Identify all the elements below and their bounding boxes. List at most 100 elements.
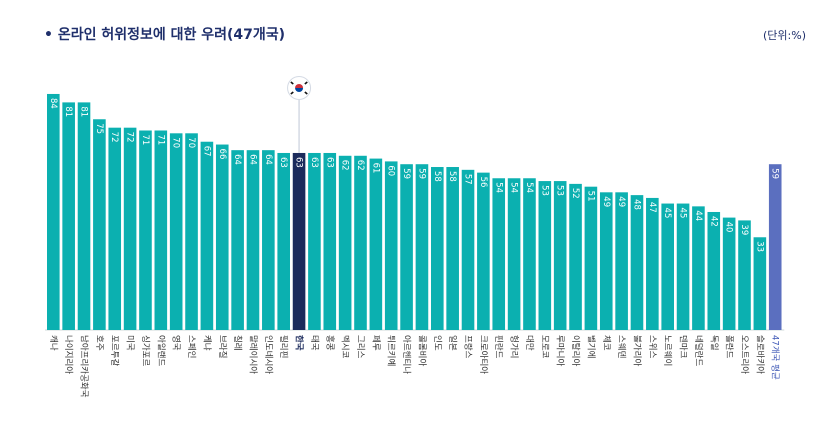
bar <box>553 181 567 330</box>
category-label: 루마니아 <box>555 335 566 366</box>
bar <box>323 152 337 330</box>
flag-trigram <box>304 81 308 85</box>
category-label: 호주 <box>94 335 104 351</box>
bar <box>692 206 705 330</box>
category-label: 미국 <box>125 335 135 351</box>
category-label: 독일 <box>708 335 718 351</box>
category-label: 콜롬비아 <box>416 335 427 366</box>
value-label: 81 <box>63 106 73 117</box>
value-label: 61 <box>370 163 380 174</box>
value-label: 71 <box>140 134 150 145</box>
bar <box>599 192 613 330</box>
category-label: 크로아티아 <box>478 335 489 374</box>
bar <box>492 178 506 330</box>
value-label: 33 <box>754 241 764 252</box>
value-label: 58 <box>447 171 457 182</box>
bar <box>262 150 275 330</box>
category-label: 프랑스 <box>463 335 474 359</box>
category-label: 아르헨티나 <box>401 335 412 374</box>
value-label: 44 <box>693 210 703 221</box>
value-label: 39 <box>739 224 749 235</box>
category-label: 캐나 <box>48 335 58 351</box>
value-label: 45 <box>662 208 672 219</box>
category-label: 일본 <box>447 335 457 351</box>
bar <box>384 161 398 330</box>
bar <box>584 186 598 330</box>
bar <box>646 197 659 330</box>
category-label: 튀르키예 <box>386 335 397 366</box>
bar <box>446 167 459 330</box>
value-label: 84 <box>48 98 58 109</box>
unit-label: (단위:%) <box>763 29 806 42</box>
bar <box>538 181 552 330</box>
value-label: 63 <box>309 157 319 168</box>
value-label: 71 <box>155 134 165 145</box>
category-label: 벨기에 <box>585 335 596 358</box>
bar <box>477 172 490 330</box>
value-label: 72 <box>109 132 119 143</box>
value-label: 70 <box>186 137 196 148</box>
value-label: 62 <box>355 160 365 171</box>
flag-taegeuk-blue <box>295 88 304 92</box>
bar <box>768 164 782 330</box>
category-label: 슬로바키아 <box>754 335 765 374</box>
category-label: 홍콩 <box>324 335 335 351</box>
category-label: 남아프리카공화국 <box>79 335 90 398</box>
value-label: 54 <box>524 182 534 193</box>
category-label: 핀란드 <box>493 335 504 359</box>
value-label: 59 <box>401 168 411 179</box>
category-label: 칠레 <box>232 335 242 351</box>
value-label: 62 <box>340 160 350 171</box>
bar <box>738 220 751 330</box>
bar <box>62 102 75 330</box>
bar <box>169 133 183 330</box>
value-label: 63 <box>294 157 304 168</box>
bar <box>369 158 383 330</box>
flag-trigram <box>290 81 294 85</box>
bar <box>354 155 367 330</box>
value-label: 63 <box>324 157 334 168</box>
bar <box>722 217 736 330</box>
bar <box>615 192 628 330</box>
bar <box>431 167 444 330</box>
value-label: 42 <box>708 216 718 227</box>
bar <box>676 203 690 330</box>
bar <box>507 178 521 330</box>
value-label: 59 <box>416 168 426 179</box>
category-label: 케냐 <box>201 335 212 351</box>
category-label: 폴란드 <box>724 335 735 359</box>
category-label: 대만 <box>524 335 534 351</box>
bar <box>139 130 152 330</box>
bar <box>277 152 290 330</box>
category-label: 인도네시아 <box>263 335 274 374</box>
value-label: 52 <box>570 188 580 199</box>
bar <box>338 155 352 330</box>
value-label: 67 <box>201 146 211 157</box>
value-label: 53 <box>539 185 549 196</box>
value-label: 49 <box>601 196 611 207</box>
category-label: 말레이시아 <box>247 335 258 374</box>
category-label: 페루 <box>370 335 381 351</box>
value-label: 47 <box>647 202 657 213</box>
value-label: 64 <box>232 154 242 165</box>
category-label: 헝가리 <box>509 335 519 358</box>
value-label: 60 <box>386 165 396 176</box>
bar <box>215 144 229 330</box>
bar <box>231 150 244 330</box>
bar <box>246 150 260 330</box>
value-label: 59 <box>770 168 780 179</box>
category-label: 47개국 평균 <box>770 335 781 380</box>
value-label: 57 <box>463 174 473 185</box>
chart-title: • 온라인 허위정보에 대한 우려(47개국) <box>44 27 286 43</box>
value-label: 64 <box>247 154 257 165</box>
category-label: 체코 <box>601 335 612 351</box>
category-label: 그리스 <box>355 335 365 359</box>
value-label: 49 <box>616 196 626 207</box>
category-label: 불가리아 <box>631 335 642 366</box>
bar <box>154 130 168 330</box>
category-label: 나이지리아 <box>63 335 74 374</box>
value-label: 51 <box>585 191 595 202</box>
category-label: 모로코 <box>539 335 549 359</box>
value-label: 54 <box>509 182 519 193</box>
value-label: 66 <box>217 149 227 160</box>
